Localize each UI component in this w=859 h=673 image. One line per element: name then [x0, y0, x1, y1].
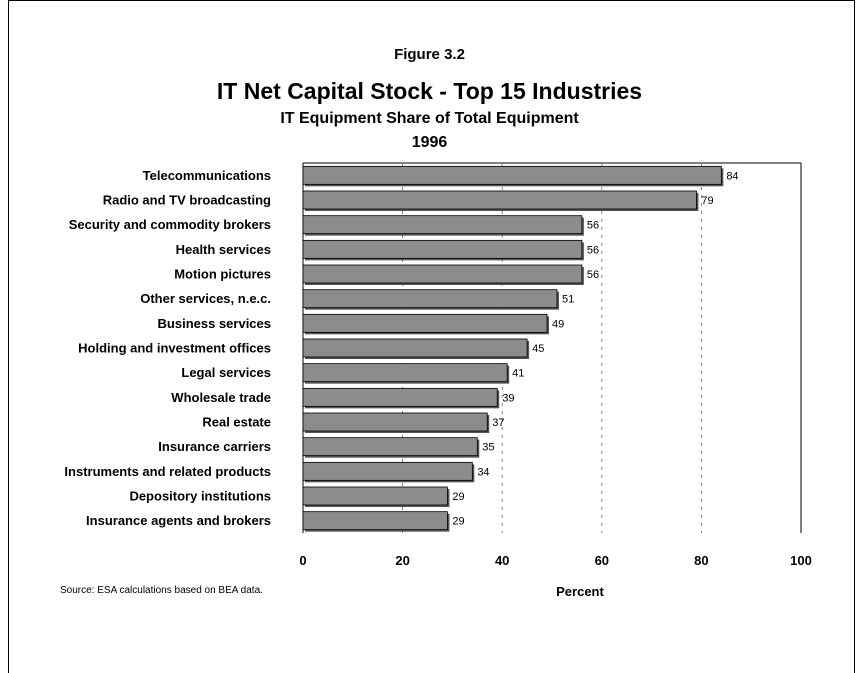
chart-title: IT Net Capital Stock - Top 15 Industries — [216, 78, 643, 104]
category-label: Depository institutions — [129, 489, 271, 504]
value-label: 51 — [562, 294, 574, 306]
value-label: 39 — [502, 392, 514, 404]
bar — [302, 313, 548, 333]
category-label: Motion pictures — [174, 267, 271, 282]
bar — [302, 215, 583, 235]
value-label: 41 — [512, 368, 524, 380]
value-label: 56 — [587, 220, 599, 232]
category-label: Insurance agents and brokers — [86, 513, 271, 528]
value-label: 49 — [552, 318, 564, 330]
value-label: 37 — [492, 417, 504, 429]
x-tick-label: 40 — [495, 553, 509, 568]
x-tick-label: 80 — [694, 553, 708, 568]
bar — [302, 239, 583, 259]
value-label: 29 — [452, 491, 464, 503]
category-label: Health services — [176, 242, 271, 257]
value-label: 84 — [726, 170, 738, 182]
x-tick-label: 60 — [595, 553, 609, 568]
category-label: Security and commodity brokers — [69, 217, 271, 232]
bar — [302, 387, 498, 407]
bar — [302, 264, 583, 284]
bar — [302, 165, 722, 185]
category-label: Wholesale trade — [171, 390, 271, 405]
x-axis-title: Percent — [556, 584, 604, 599]
bar — [302, 511, 448, 531]
category-label: Insurance carriers — [158, 439, 271, 454]
bar — [302, 461, 473, 481]
value-label: 34 — [477, 466, 489, 478]
figure-label: Figure 3.2 — [394, 46, 465, 63]
value-label: 29 — [452, 516, 464, 528]
category-label: Real estate — [202, 415, 271, 430]
value-label: 35 — [482, 442, 494, 454]
chart-subtitle: IT Equipment Share of Total Equipment — [280, 110, 579, 127]
category-label: Holding and investment offices — [78, 341, 271, 356]
value-label: 56 — [587, 269, 599, 281]
bar — [302, 486, 448, 506]
value-label: 45 — [532, 343, 544, 355]
value-label: 56 — [587, 244, 599, 256]
bar — [302, 363, 508, 383]
x-tick-label: 100 — [790, 553, 812, 568]
x-tick-label: 0 — [299, 553, 306, 568]
figure-frame — [8, 0, 855, 673]
bar — [302, 437, 478, 457]
category-label: Legal services — [181, 365, 271, 380]
category-label: Business services — [158, 316, 271, 331]
bar — [302, 338, 528, 358]
value-label: 79 — [701, 195, 713, 207]
bar — [302, 289, 558, 309]
category-label: Instruments and related products — [64, 464, 271, 479]
category-label: Other services, n.e.c. — [140, 291, 271, 306]
source-note: Source: ESA calculations based on BEA da… — [60, 585, 263, 596]
bar — [302, 412, 488, 432]
x-tick-label: 20 — [395, 553, 409, 568]
category-label: Radio and TV broadcasting — [103, 193, 271, 208]
category-label: Telecommunications — [143, 168, 271, 183]
bar — [302, 190, 697, 210]
chart-year: 1996 — [411, 134, 448, 151]
